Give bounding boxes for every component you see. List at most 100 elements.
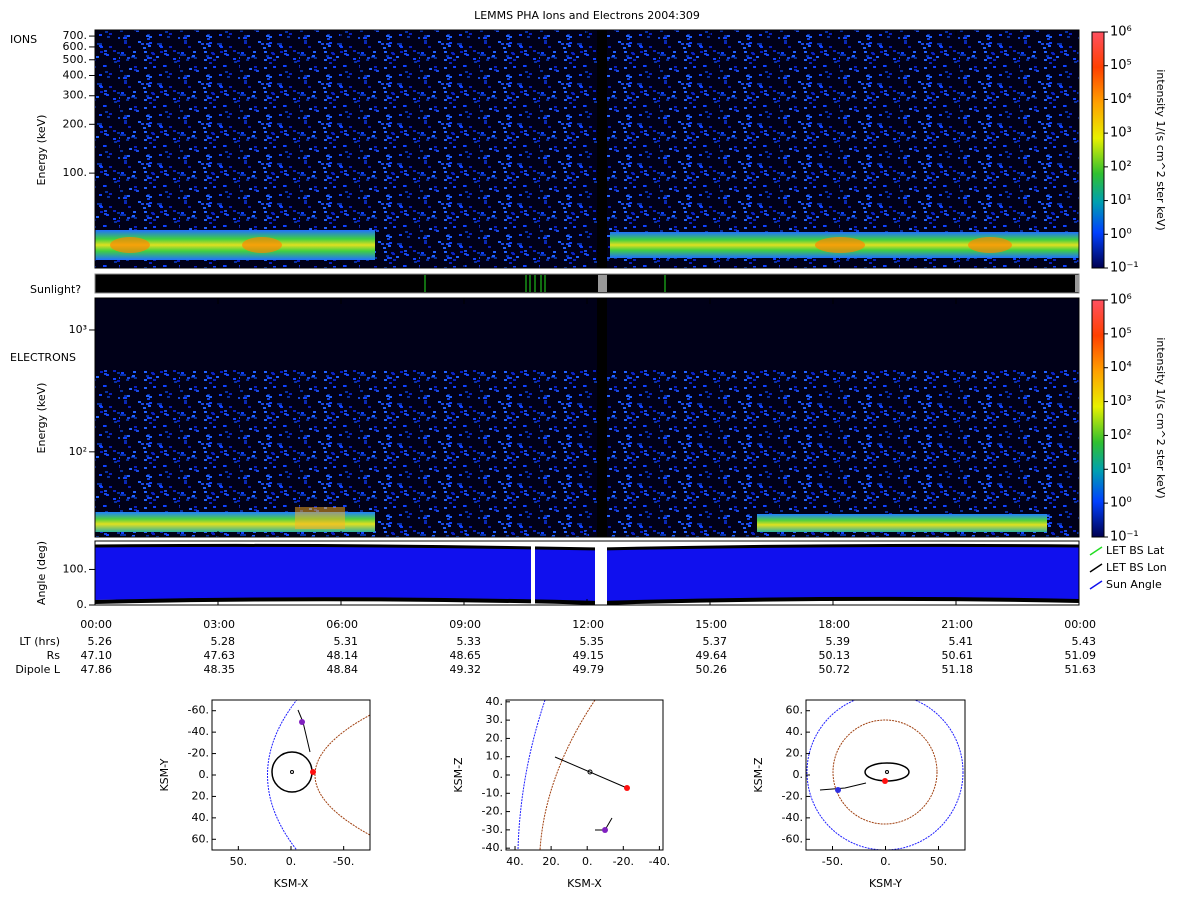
x-tick-label: 12:00 — [572, 618, 604, 631]
y-tick-label: 600. — [63, 40, 88, 53]
y-tick-label: -30. — [482, 823, 503, 836]
ephemeris-value: 48.14 — [327, 649, 359, 662]
colorbar-tick-label: 10⁶ — [1110, 25, 1132, 40]
ephemeris-value: 48.65 — [450, 649, 482, 662]
y-tick-label: 700. — [63, 29, 88, 42]
y-tick-label: 10² — [69, 445, 87, 458]
sunlight-bar — [94, 273, 1080, 294]
electron-band — [757, 514, 1047, 532]
sunlight-gap — [598, 275, 607, 292]
x-tick-label: 00:00 — [80, 618, 112, 631]
x-tick-label: 00:00 — [1064, 618, 1096, 631]
colorbar-tick-label: 10¹ — [1110, 462, 1132, 477]
y-tick-label: 400. — [63, 68, 88, 81]
panel-label: ELECTRONS — [10, 351, 76, 364]
ephemeris-value: 5.31 — [334, 635, 359, 648]
ephemeris-value: 5.33 — [457, 635, 482, 648]
y-axis-label: KSM-Y — [158, 758, 171, 791]
y-tick-label: -40. — [782, 811, 803, 824]
y-tick-label: 200. — [63, 117, 88, 130]
ephemeris-value: 51.18 — [942, 663, 974, 676]
ephemeris-value: 5.35 — [580, 635, 605, 648]
ion-peak — [110, 237, 150, 253]
y-tick-label: -20. — [782, 789, 803, 802]
y-tick-label: 30. — [486, 713, 504, 726]
y-tick-label: -20. — [188, 747, 209, 760]
orbit-xz — [517, 700, 630, 850]
y-tick-label: 300. — [63, 89, 88, 102]
x-tick-label: -20. — [613, 855, 634, 868]
colorbar-label: intensity 1/(s cm^2 ster keV) — [1154, 337, 1167, 498]
orbit-xy — [267, 700, 370, 850]
y-tick-label: 0. — [199, 768, 210, 781]
x-tick-label: 0. — [582, 855, 593, 868]
y-tick-label: -60. — [188, 704, 209, 717]
ephemeris-name: LT (hrs) — [19, 635, 60, 648]
x-tick-label: -40. — [649, 855, 670, 868]
orbit-frame — [505, 699, 664, 851]
ion-peak — [815, 237, 865, 253]
ephemeris-value: 5.43 — [1072, 635, 1097, 648]
colorbar — [1091, 299, 1105, 538]
legend-label: Sun Angle — [1106, 578, 1162, 591]
x-tick-label: 40. — [506, 855, 524, 868]
electron-noise — [95, 370, 1079, 537]
ephemeris-value: 49.64 — [696, 649, 728, 662]
legend-swatch — [1089, 546, 1103, 556]
y-tick-label: -60. — [782, 832, 803, 845]
angle-gap — [531, 543, 535, 605]
y-tick-label: 20. — [786, 747, 804, 760]
title: LEMMS PHA Ions and Electrons 2004:309 — [474, 9, 700, 22]
x-tick-label: 21:00 — [941, 618, 973, 631]
electron-peak — [295, 507, 345, 529]
ephemeris-value: 48.35 — [204, 663, 236, 676]
y-tick-label: 0. — [493, 768, 504, 781]
y-tick-label: -10. — [482, 786, 503, 799]
colorbar — [1091, 31, 1105, 269]
x-axis-label: KSM-X — [274, 877, 309, 890]
colorbar-tick-label: 10³ — [1110, 126, 1132, 141]
ephemeris-value: 51.09 — [1065, 649, 1097, 662]
legend-swatch — [1089, 563, 1103, 573]
panel-label: IONS — [10, 33, 37, 46]
sunlight-marks — [424, 275, 666, 292]
y-tick-label: 40. — [192, 811, 210, 824]
x-tick-label: 09:00 — [449, 618, 481, 631]
x-tick-label: 0. — [286, 855, 297, 868]
y-tick-label: 40. — [786, 725, 804, 738]
x-tick-label: 03:00 — [203, 618, 235, 631]
colorbar-tick-label: 10⁵ — [1110, 58, 1132, 73]
y-tick-label: 20. — [192, 789, 210, 802]
ephemeris-value: 5.39 — [826, 635, 851, 648]
colorbar-tick-label: 10⁰ — [1110, 496, 1132, 511]
colorbar-tick-label: 10⁵ — [1110, 326, 1132, 341]
colorbar-tick-label: 10⁴ — [1110, 360, 1132, 375]
legend-label: LET BS Lat — [1106, 544, 1165, 557]
x-tick-label: 50. — [930, 855, 948, 868]
x-tick-label: 06:00 — [326, 618, 358, 631]
y-tick-label: 60. — [192, 832, 210, 845]
y-tick-label: 100. — [63, 166, 88, 179]
ephemeris-value: 47.10 — [81, 649, 113, 662]
y-axis-label: KSM-Z — [452, 757, 465, 793]
panel-label: Sunlight? — [30, 283, 81, 296]
ephemeris-name: Rs — [47, 649, 61, 662]
y-tick-label: 100. — [63, 562, 88, 575]
legend-swatch — [1089, 580, 1103, 590]
colorbar-tick-label: 10³ — [1110, 394, 1132, 409]
colorbar-tick-label: 10⁶ — [1110, 293, 1132, 308]
colorbar-tick-label: 10² — [1110, 159, 1132, 174]
colorbar-tick-label: 10⁴ — [1110, 92, 1132, 107]
data-gap — [597, 30, 607, 268]
y-tick-label: 40. — [486, 695, 504, 708]
colorbar-tick-label: 10² — [1110, 428, 1132, 443]
x-tick-label: 15:00 — [695, 618, 727, 631]
colorbar-tick-label: 10⁰ — [1110, 227, 1132, 242]
ion-peak — [242, 237, 282, 253]
x-tick-label: 0. — [880, 855, 891, 868]
ephemeris-value: 50.72 — [819, 663, 851, 676]
y-tick-label: -40. — [482, 841, 503, 854]
x-tick-label: -50. — [333, 855, 354, 868]
ephemeris-value: 5.28 — [211, 635, 236, 648]
